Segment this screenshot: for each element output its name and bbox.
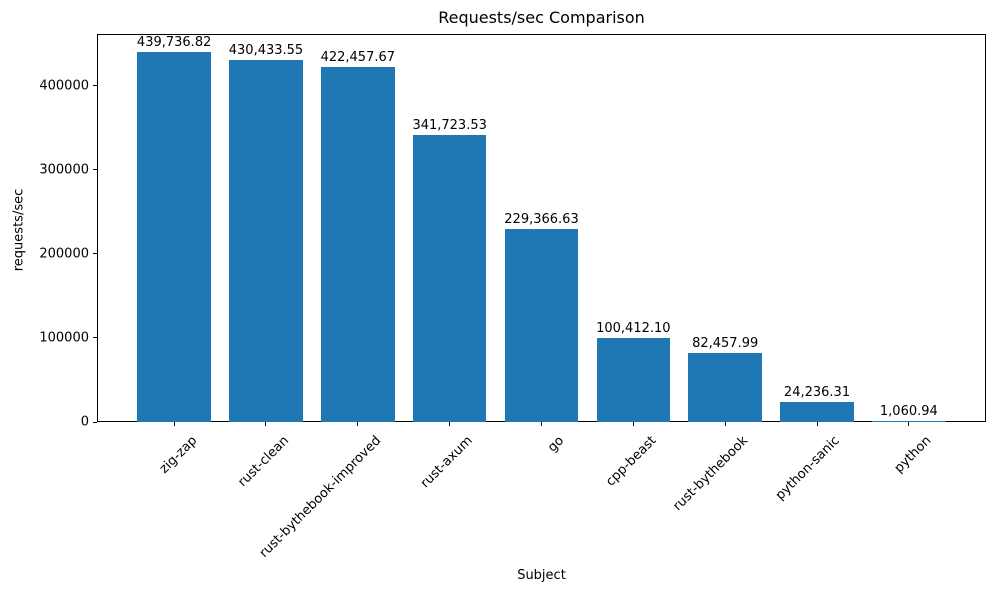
x-tick-mark	[908, 422, 910, 426]
y-tick-label: 300000	[39, 162, 89, 178]
x-axis-label: Subject	[517, 568, 566, 583]
bar-rust-clean	[229, 60, 303, 422]
y-tick-mark	[93, 421, 97, 423]
bar-value-label: 24,236.31	[783, 384, 851, 400]
x-tick-mark	[357, 422, 359, 426]
y-tick-label: 400000	[39, 78, 89, 94]
bar-value-label: 430,433.55	[228, 43, 304, 59]
y-tick-label: 0	[80, 414, 89, 430]
x-tick-label: python	[891, 433, 935, 477]
y-tick-label: 100000	[39, 330, 89, 346]
bar-rust-bythebook	[688, 352, 762, 422]
bar-rust-axum	[412, 134, 487, 422]
y-tick-mark	[93, 169, 97, 171]
bar-python-sanic	[780, 401, 854, 422]
x-tick-label: rust-axum	[417, 433, 476, 492]
bar-zig-zap	[137, 52, 211, 422]
x-tick-label: zig-zap	[156, 433, 201, 477]
bar-value-label: 1,060.94	[879, 404, 938, 419]
bar-value-label: 229,366.63	[504, 212, 579, 228]
x-tick-label: go	[545, 433, 568, 456]
bar-value-label: 82,457.99	[692, 335, 759, 351]
x-tick-mark	[724, 422, 726, 426]
x-tick-mark	[632, 422, 634, 426]
bar-cpp-beast	[596, 337, 671, 422]
x-tick-label: rust-bythebook	[670, 433, 752, 514]
x-tick-label: cpp-beast	[603, 433, 660, 490]
bar-value-label: 341,723.53	[412, 117, 487, 133]
bar-rust-bythebook-improved	[321, 66, 395, 422]
y-tick-mark	[93, 337, 97, 339]
chart-title: Requests/sec Comparison	[438, 8, 645, 27]
x-tick-mark	[449, 422, 451, 426]
y-tick-label: 200000	[39, 246, 89, 262]
bar-python	[872, 421, 946, 422]
bar-value-label: 439,736.82	[136, 35, 212, 51]
x-tick-mark	[173, 422, 175, 426]
x-tick-mark	[816, 422, 818, 426]
x-tick-mark	[541, 422, 542, 426]
x-tick-label: rust-clean	[235, 433, 292, 490]
x-tick-mark	[265, 422, 267, 426]
y-tick-mark	[93, 253, 97, 255]
bar-value-label: 100,412.10	[596, 320, 671, 336]
x-tick-label: python-sanic	[772, 433, 843, 504]
bar-go	[504, 229, 579, 422]
y-tick-mark	[93, 85, 97, 87]
bar-value-label: 422,457.67	[320, 49, 396, 65]
